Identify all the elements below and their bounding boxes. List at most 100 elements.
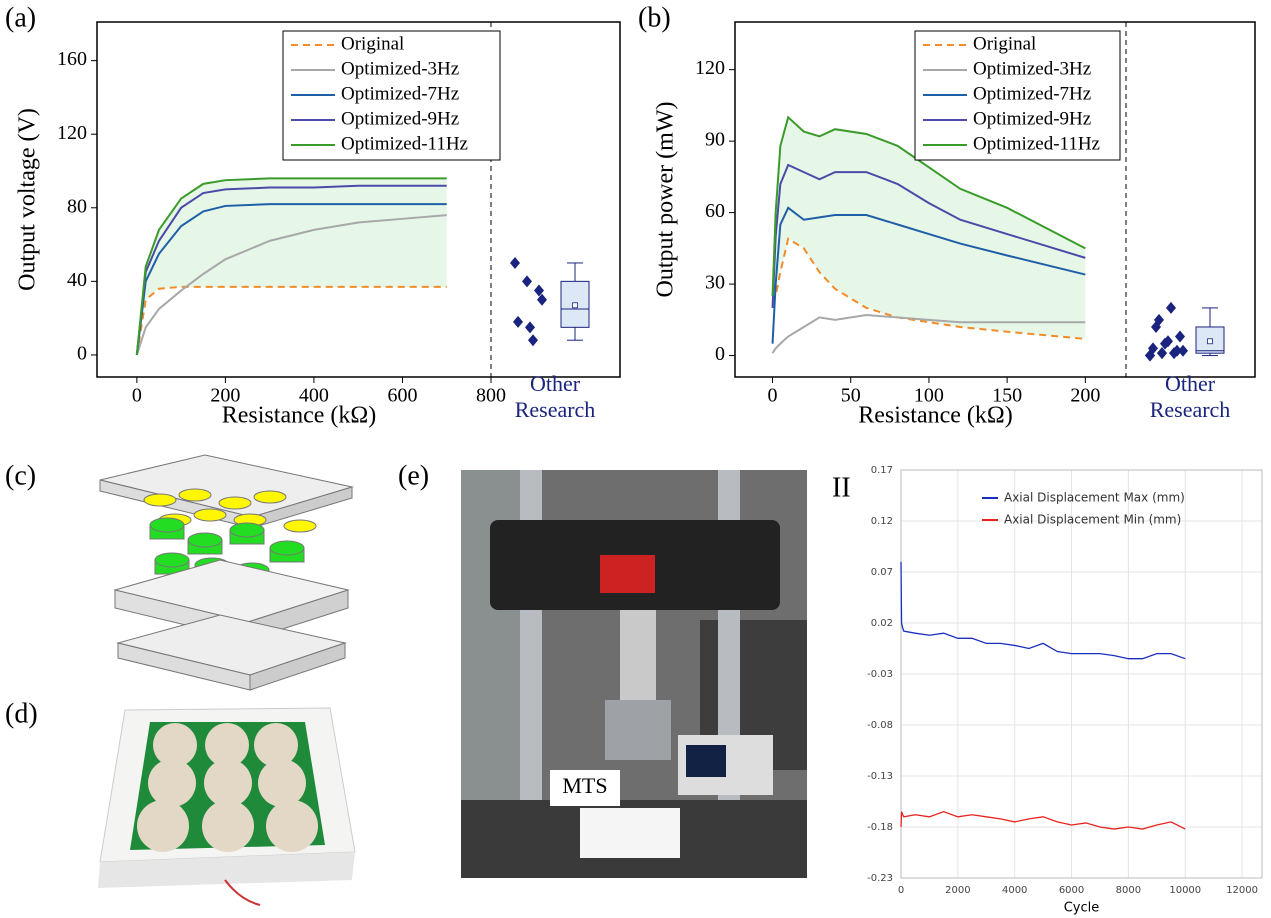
legend-label: Axial Displacement Min (mm) <box>1004 513 1181 527</box>
x-tick-label: 0 <box>132 385 142 407</box>
exploded-model <box>99 454 354 691</box>
series-line <box>771 314 1086 354</box>
research-point <box>537 293 547 306</box>
x-tick-label: 6000 <box>1059 885 1084 896</box>
y-tick-label: 80 <box>67 195 87 217</box>
x-tick-label: 400 <box>299 385 329 407</box>
y-tick-label: 120 <box>57 122 87 144</box>
x-tick-label: 8000 <box>1116 885 1141 896</box>
y-tick-label: 30 <box>705 272 725 294</box>
series-line <box>771 115 1086 297</box>
series-line <box>135 184 447 356</box>
research-point <box>1157 347 1167 360</box>
y-tick-label: 0.12 <box>871 516 893 527</box>
x-tick-label: 150 <box>992 385 1022 407</box>
photo-label: II <box>832 472 851 503</box>
series-line <box>135 177 447 356</box>
y-tick-label: 160 <box>57 48 87 70</box>
panel-label: (c) <box>5 460 36 491</box>
y-tick-label: 0.17 <box>871 465 893 476</box>
series-line <box>135 285 447 356</box>
legend-label: Optimized-7Hz <box>341 83 459 104</box>
y-axis-label: Output power (mW) <box>653 102 679 298</box>
research-point <box>1163 335 1173 348</box>
plot-frame <box>734 21 1256 378</box>
machine-photo: MTS <box>461 470 807 878</box>
legend-label: Optimized-11Hz <box>973 133 1100 154</box>
research-point <box>534 284 544 297</box>
x-tick-label: 0 <box>768 385 778 407</box>
x-tick-label: 0 <box>898 885 904 896</box>
y-tick-label: 120 <box>695 57 725 79</box>
y-tick-label: -0.13 <box>867 771 893 782</box>
panel-label: (b) <box>638 2 671 33</box>
series-line <box>900 811 1186 830</box>
panel-label: (e) <box>398 460 429 491</box>
device-photo <box>98 707 356 906</box>
series-line <box>771 163 1086 308</box>
y-tick-label: 0 <box>715 343 725 365</box>
series-line <box>900 561 1186 660</box>
y-tick-label: -0.18 <box>867 822 893 833</box>
y-tick-label: -0.08 <box>867 720 893 731</box>
other-research-label: Other Research <box>1149 371 1231 422</box>
legend-label: Original <box>973 33 1036 54</box>
research-point <box>1178 344 1188 357</box>
y-tick-label: -0.03 <box>867 669 893 680</box>
x-tick-label: 200 <box>1070 385 1100 407</box>
x-tick-label: 4000 <box>1002 885 1027 896</box>
y-tick-label: 0.07 <box>871 567 893 578</box>
panel-label: (a) <box>5 2 36 33</box>
research-point <box>1175 330 1185 343</box>
legend-label: Optimized-9Hz <box>341 108 459 129</box>
research-point <box>1172 344 1182 357</box>
x-tick-label: 12000 <box>1226 885 1258 896</box>
y-tick-label: -0.23 <box>867 873 893 884</box>
x-axis-label: Cycle <box>1064 901 1100 916</box>
series-line <box>771 237 1086 340</box>
research-point <box>510 256 520 269</box>
panel-label: (d) <box>5 698 38 729</box>
x-tick-label: 800 <box>476 385 506 407</box>
x-tick-label: 10000 <box>1169 885 1201 896</box>
x-tick-label: 600 <box>387 385 417 407</box>
research-point <box>528 334 538 347</box>
plot-frame <box>96 21 621 378</box>
x-axis-label: Resistance (kΩ) <box>222 403 376 429</box>
legend-label: Optimized-3Hz <box>341 58 459 79</box>
y-tick-label: 0.02 <box>871 618 893 629</box>
legend-label: Axial Displacement Max (mm) <box>1004 491 1185 505</box>
y-tick-label: 40 <box>67 269 87 291</box>
series-line <box>771 206 1086 344</box>
x-tick-label: 200 <box>210 385 240 407</box>
research-point <box>1166 301 1176 314</box>
research-point <box>1154 313 1164 326</box>
legend-label: Optimized-11Hz <box>341 133 468 154</box>
y-tick-label: 60 <box>705 200 725 222</box>
mean-marker <box>572 302 578 309</box>
legend-label: Optimized-9Hz <box>973 108 1091 129</box>
mean-marker <box>1207 338 1213 345</box>
plot-frame <box>900 469 1263 879</box>
x-tick-label: 50 <box>841 385 861 407</box>
x-axis-label: Resistance (kΩ) <box>858 403 1012 429</box>
y-axis-label: Output voltage (V) <box>15 108 41 291</box>
legend-label: Original <box>341 33 404 54</box>
research-point <box>513 315 523 328</box>
legend-label: Optimized-7Hz <box>973 83 1091 104</box>
photo-label: MTS <box>562 773 607 798</box>
research-point <box>1145 349 1155 362</box>
x-tick-label: 100 <box>914 385 944 407</box>
series-line <box>135 214 447 356</box>
y-tick-label: 0 <box>77 343 87 365</box>
research-point <box>522 275 532 288</box>
other-research-label: Other Research <box>514 371 596 422</box>
x-tick-label: 2000 <box>945 885 970 896</box>
box <box>560 280 590 328</box>
legend-label: Optimized-3Hz <box>973 58 1091 79</box>
series-line <box>135 203 447 356</box>
research-point <box>525 321 535 334</box>
y-tick-label: 90 <box>705 129 725 151</box>
